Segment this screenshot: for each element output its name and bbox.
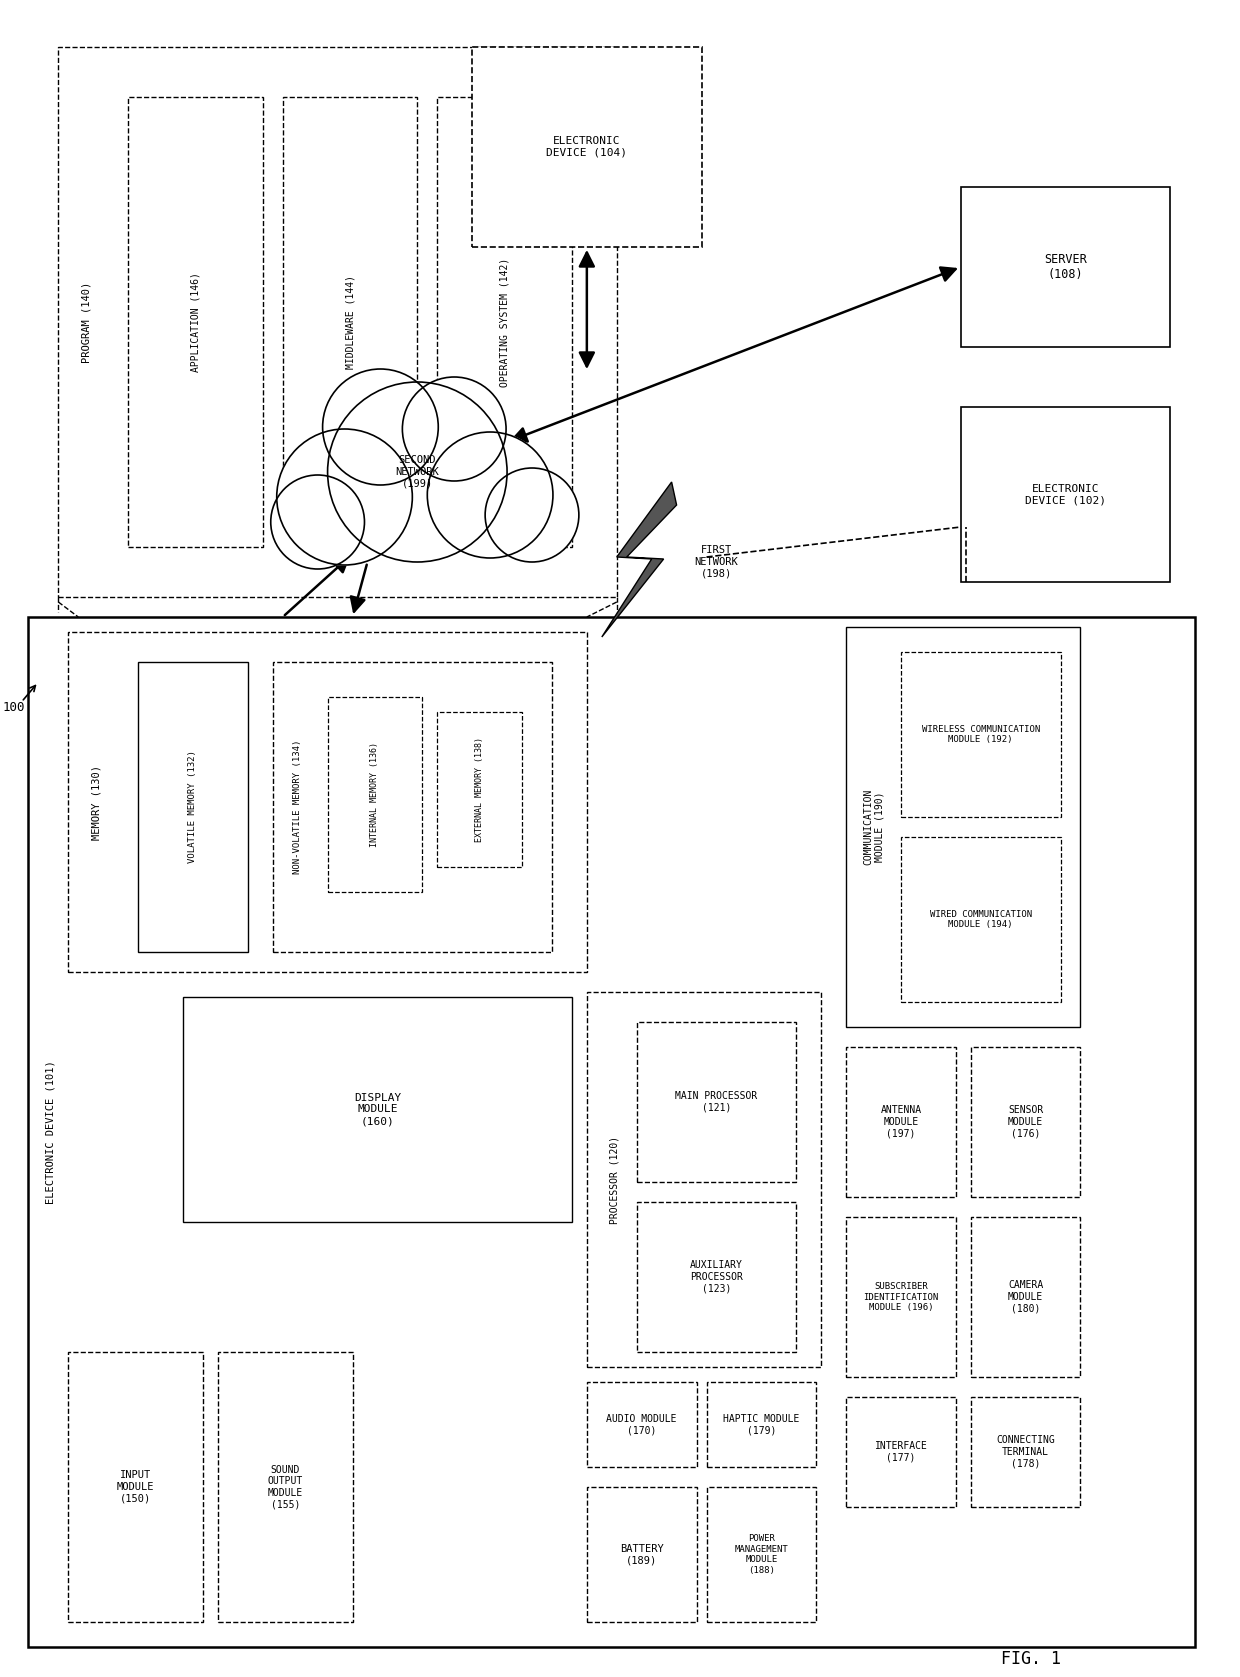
Text: AUDIO MODULE
(170): AUDIO MODULE (170) <box>606 1414 677 1436</box>
Text: VOLATILE MEMORY (132): VOLATILE MEMORY (132) <box>188 751 197 864</box>
Circle shape <box>402 377 506 481</box>
FancyBboxPatch shape <box>128 97 263 547</box>
FancyBboxPatch shape <box>438 713 522 867</box>
Text: WIRELESS COMMUNICATION
MODULE (192): WIRELESS COMMUNICATION MODULE (192) <box>921 724 1040 745</box>
Text: CONNECTING
TERMINAL
(178): CONNECTING TERMINAL (178) <box>996 1436 1055 1469</box>
Text: CAMERA
MODULE
(180): CAMERA MODULE (180) <box>1008 1281 1043 1313</box>
FancyBboxPatch shape <box>218 1352 352 1622</box>
Text: PROGRAM (140): PROGRAM (140) <box>82 282 92 362</box>
Text: SOUND
OUTPUT
MODULE
(155): SOUND OUTPUT MODULE (155) <box>268 1464 303 1509</box>
FancyBboxPatch shape <box>438 97 572 547</box>
FancyBboxPatch shape <box>138 662 248 953</box>
FancyBboxPatch shape <box>587 1382 697 1467</box>
Text: ELECTRONIC DEVICE (101): ELECTRONIC DEVICE (101) <box>46 1060 56 1204</box>
FancyBboxPatch shape <box>961 408 1171 582</box>
Text: COMMUNICATION
MODULE (190): COMMUNICATION MODULE (190) <box>863 788 885 865</box>
FancyBboxPatch shape <box>846 627 1080 1026</box>
FancyBboxPatch shape <box>961 188 1171 347</box>
FancyBboxPatch shape <box>707 1487 816 1622</box>
FancyBboxPatch shape <box>472 47 702 247</box>
Text: FIG. 1: FIG. 1 <box>1001 1650 1060 1669</box>
Text: ANTENNA
MODULE
(197): ANTENNA MODULE (197) <box>880 1105 921 1139</box>
Text: HAPTIC MODULE
(179): HAPTIC MODULE (179) <box>723 1414 800 1436</box>
FancyBboxPatch shape <box>29 617 1195 1647</box>
Circle shape <box>322 369 438 485</box>
Text: OPERATING SYSTEM (142): OPERATING SYSTEM (142) <box>500 257 510 387</box>
Text: INTERFACE
(177): INTERFACE (177) <box>874 1441 928 1462</box>
Text: MIDDLEWARE (144): MIDDLEWARE (144) <box>345 275 355 369</box>
FancyBboxPatch shape <box>636 1202 796 1352</box>
Text: SUBSCRIBER
IDENTIFICATION
MODULE (196): SUBSCRIBER IDENTIFICATION MODULE (196) <box>863 1283 939 1311</box>
Text: ELECTRONIC
DEVICE (102): ELECTRONIC DEVICE (102) <box>1025 483 1106 505</box>
Text: AUXILIARY
PROCESSOR
(123): AUXILIARY PROCESSOR (123) <box>689 1261 743 1293</box>
Text: SERVER
(108): SERVER (108) <box>1044 253 1087 282</box>
Text: 100: 100 <box>2 701 25 713</box>
Text: INTERNAL MEMORY (136): INTERNAL MEMORY (136) <box>371 741 379 847</box>
FancyBboxPatch shape <box>636 1021 796 1182</box>
Text: WIRED COMMUNICATION
MODULE (194): WIRED COMMUNICATION MODULE (194) <box>930 911 1032 929</box>
Text: NON-VOLATILE MEMORY (134): NON-VOLATILE MEMORY (134) <box>293 740 303 874</box>
Text: EXTERNAL MEMORY (138): EXTERNAL MEMORY (138) <box>475 736 484 842</box>
FancyBboxPatch shape <box>971 1046 1080 1197</box>
Text: INPUT
MODULE
(150): INPUT MODULE (150) <box>117 1471 154 1504</box>
FancyBboxPatch shape <box>327 698 423 892</box>
Text: SENSOR
MODULE
(176): SENSOR MODULE (176) <box>1008 1105 1043 1139</box>
Polygon shape <box>601 481 677 637</box>
FancyBboxPatch shape <box>283 97 418 547</box>
FancyBboxPatch shape <box>846 1218 956 1377</box>
Circle shape <box>485 468 579 562</box>
FancyBboxPatch shape <box>846 1046 956 1197</box>
Circle shape <box>277 429 413 565</box>
FancyBboxPatch shape <box>587 993 821 1367</box>
Text: MAIN PROCESSOR
(121): MAIN PROCESSOR (121) <box>676 1092 758 1114</box>
FancyBboxPatch shape <box>901 652 1060 817</box>
FancyBboxPatch shape <box>587 1487 697 1622</box>
FancyBboxPatch shape <box>58 47 616 597</box>
Text: MEMORY (130): MEMORY (130) <box>92 765 102 840</box>
Text: ELECTRONIC
DEVICE (104): ELECTRONIC DEVICE (104) <box>547 136 627 158</box>
Text: POWER
MANAGEMENT
MODULE
(188): POWER MANAGEMENT MODULE (188) <box>734 1534 789 1575</box>
FancyBboxPatch shape <box>68 632 587 973</box>
FancyBboxPatch shape <box>846 1397 956 1508</box>
Circle shape <box>327 382 507 562</box>
Text: APPLICATION (146): APPLICATION (146) <box>191 272 201 372</box>
Circle shape <box>270 475 365 569</box>
FancyBboxPatch shape <box>971 1218 1080 1377</box>
Circle shape <box>428 433 553 558</box>
FancyBboxPatch shape <box>68 1352 203 1622</box>
FancyBboxPatch shape <box>971 1397 1080 1508</box>
Text: DISPLAY
MODULE
(160): DISPLAY MODULE (160) <box>353 1093 401 1125</box>
Text: SECOND
NETWORK
(199): SECOND NETWORK (199) <box>396 456 439 488</box>
FancyBboxPatch shape <box>707 1382 816 1467</box>
FancyBboxPatch shape <box>273 662 552 953</box>
Text: PROCESSOR (120): PROCESSOR (120) <box>610 1135 620 1224</box>
Text: BATTERY
(189): BATTERY (189) <box>620 1545 663 1565</box>
FancyBboxPatch shape <box>901 837 1060 1001</box>
FancyBboxPatch shape <box>184 998 572 1223</box>
Text: FIRST
NETWORK
(198): FIRST NETWORK (198) <box>694 545 738 579</box>
